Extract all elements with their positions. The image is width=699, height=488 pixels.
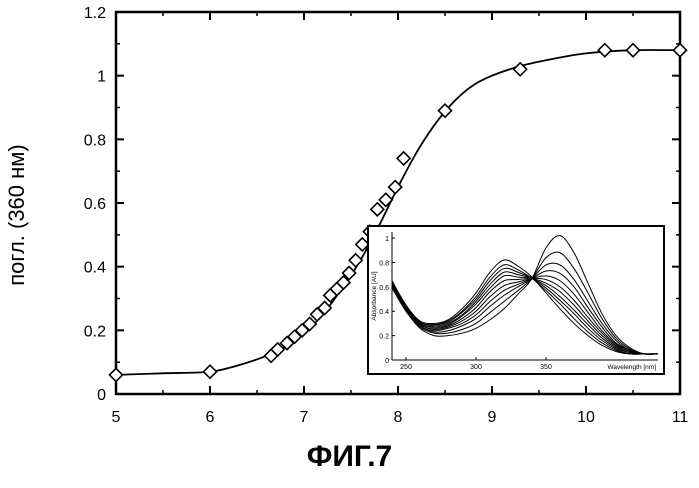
x-tick-label: 9 [488,409,497,426]
y-tick-label: 0 [97,387,106,404]
y-tick-label: 1 [97,69,106,86]
y-axis-label: погл. (360 нм) [4,144,30,286]
y-tick-label: 0.4 [84,260,106,277]
inset-x-tick-label: 350 [540,364,552,371]
y-tick-label: 1.2 [84,5,106,22]
inset-y-tick-label: 0.6 [379,285,389,292]
inset-y-tick-label: 0.2 [379,334,389,341]
data-point [627,44,640,57]
x-tick-label: 11 [672,409,689,426]
inset-x-axis-label: Wavelength [nm] [607,364,656,371]
data-point [397,152,410,165]
x-tick-label: 7 [300,409,309,426]
y-tick-label: 0.6 [84,196,106,213]
x-tick-label: 5 [112,409,121,426]
data-point [110,368,123,381]
figure-caption: ФИГ.7 [0,440,699,474]
data-point [371,203,384,216]
x-tick-label: 8 [394,409,403,426]
inset-y-tick-label: 0 [385,358,389,365]
y-axis-label-box: погл. (360 нм) [2,120,32,310]
data-point [598,44,611,57]
y-tick-label: 0.2 [84,323,106,340]
data-point [349,254,362,267]
data-point [204,365,217,378]
y-tick-label: 0.8 [84,132,106,149]
inset-y-tick-label: 1 [385,236,389,243]
inset-y-tick-label: 0.8 [379,260,389,267]
inset-x-tick-label: 250 [400,364,412,371]
inset-y-tick-label: 0.4 [379,309,389,316]
data-point [674,44,687,57]
x-tick-label: 6 [206,409,215,426]
inset-x-tick-label: 300 [470,364,482,371]
x-tick-label: 10 [577,409,595,426]
inset-y-axis-label: Absorbance [AU] [371,271,378,320]
